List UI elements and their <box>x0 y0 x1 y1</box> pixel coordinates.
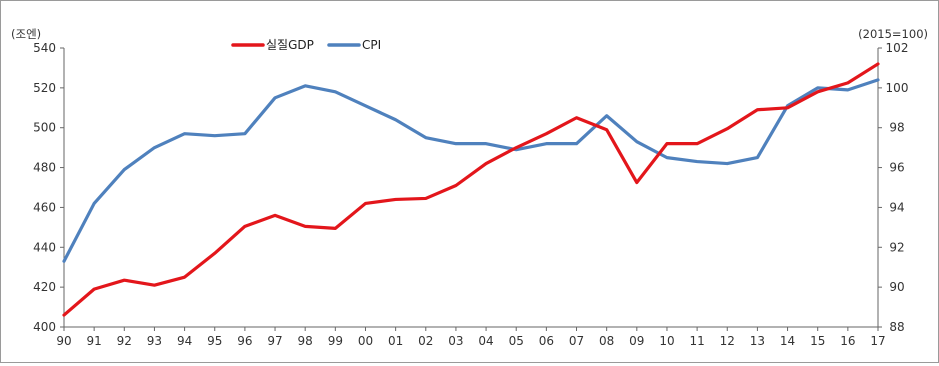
x-tick-label: 11 <box>689 334 704 348</box>
right-tick-label: 90 <box>889 280 904 294</box>
right-tick-label: 100 <box>886 81 909 95</box>
left-tick-label: 500 <box>33 121 56 135</box>
legend-item-gdp: 실질GDP <box>231 38 314 52</box>
right-tick-label: 94 <box>889 200 904 214</box>
x-tick-label: 00 <box>358 334 373 348</box>
x-tick-label: 91 <box>87 334 102 348</box>
chart-legend: 실질GDP CPI <box>231 38 381 52</box>
right-tick-label: 96 <box>889 161 904 175</box>
x-tick-label: 94 <box>177 334 192 348</box>
right-tick-label: 102 <box>886 41 909 55</box>
x-tick-label: 10 <box>659 334 674 348</box>
x-tick-label: 95 <box>207 334 222 348</box>
x-tick-label: 17 <box>870 334 885 348</box>
left-tick-label: 400 <box>33 320 56 334</box>
x-tick-label: 92 <box>117 334 132 348</box>
x-tick-label: 15 <box>810 334 825 348</box>
right-tick-label: 98 <box>889 121 904 135</box>
x-tick-label: 97 <box>267 334 282 348</box>
left-axis-unit-label: (조엔) <box>11 27 41 41</box>
left-tick-label: 480 <box>33 161 56 175</box>
x-tick-label: 12 <box>720 334 735 348</box>
legend-label-cpi: CPI <box>362 38 381 52</box>
left-tick-label: 540 <box>33 41 56 55</box>
x-tick-label: 14 <box>780 334 795 348</box>
left-tick-label: 420 <box>33 280 56 294</box>
series-lines <box>62 62 880 317</box>
x-tick-label: 99 <box>328 334 343 348</box>
x-tick-label: 01 <box>388 334 403 348</box>
left-tick-label: 520 <box>33 81 56 95</box>
right-axis-unit-label: (2015=100) <box>858 27 928 41</box>
x-tick-label: 96 <box>237 334 252 348</box>
series-line-cpi <box>62 78 880 263</box>
x-tick-label: 05 <box>509 334 524 348</box>
left-tick-label: 460 <box>33 200 56 214</box>
x-tick-label: 13 <box>750 334 765 348</box>
legend-item-cpi: CPI <box>327 38 381 52</box>
x-tick-label: 06 <box>539 334 554 348</box>
x-tick-label: 98 <box>298 334 313 348</box>
x-tick-label: 09 <box>629 334 644 348</box>
legend-label-gdp: 실질GDP <box>266 38 314 52</box>
x-tick-label: 07 <box>569 334 584 348</box>
x-tick-label: 93 <box>147 334 162 348</box>
right-tick-label: 92 <box>889 240 904 254</box>
x-tick-label: 16 <box>840 334 855 348</box>
x-tick-label: 90 <box>56 334 71 348</box>
right-tick-label: 88 <box>889 320 904 334</box>
x-tick-label: 02 <box>418 334 433 348</box>
axes: 4004204404604805005205408890929496981001… <box>33 41 908 348</box>
left-tick-label: 440 <box>33 240 56 254</box>
x-tick-label: 08 <box>599 334 614 348</box>
series-line-gdp <box>62 62 880 317</box>
x-tick-label: 03 <box>448 334 463 348</box>
x-tick-label: 04 <box>478 334 493 348</box>
